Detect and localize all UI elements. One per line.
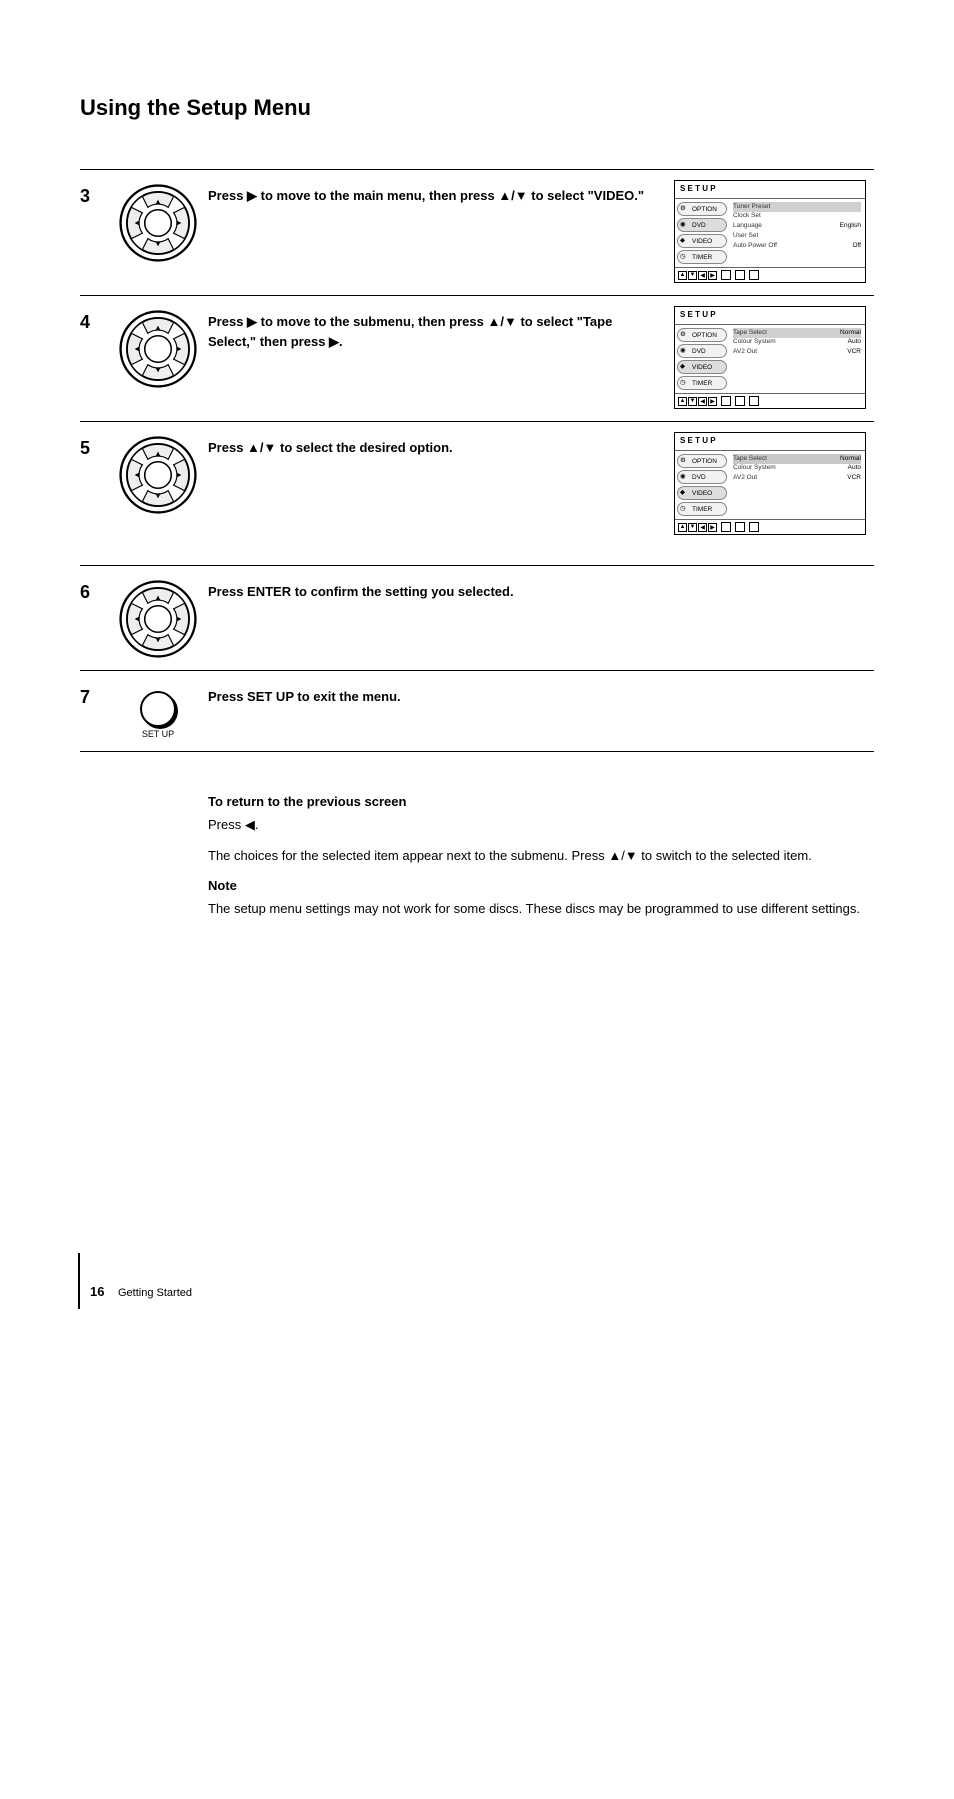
return-previous-title: To return to the previous screen — [208, 792, 864, 813]
clock-icon: ◷ — [680, 252, 690, 262]
gear-icon: ⚙ — [680, 330, 690, 340]
updown-arrow-icon: ▲/▼ — [247, 440, 276, 455]
osd-submenu: Tape SelectNormal Colour SystemAuto AV2 … — [729, 325, 865, 393]
disc-icon: ◉ — [680, 346, 690, 356]
choices-body: The choices for the selected item appear… — [208, 846, 864, 867]
updown-arrow-icon: ▲/▼ — [498, 188, 527, 203]
step-number: 4 — [80, 306, 108, 333]
step-3: 3 Press ▶ to move — [80, 170, 874, 295]
disc-icon: ◉ — [680, 472, 690, 482]
osd-footer: ▲ ▼ ◀ ▶ — [675, 393, 865, 408]
osd-submenu: Tape SelectNormal Colour SystemAuto AV2 … — [729, 451, 865, 519]
osd-tabs: ⚙OPTION ◉DVD ◆VIDEO ◷TIMER — [675, 325, 729, 393]
osd-footer: ▲ ▼ ◀ ▶ — [675, 519, 865, 534]
osd-tabs: ⚙OPTION ◉DVD ◆VIDEO ◷TIMER — [675, 451, 729, 519]
right-arrow-icon: ▶ — [247, 188, 257, 203]
step-number: 5 — [80, 432, 108, 459]
return-previous-body: Press ◀. — [208, 815, 864, 836]
osd-tabs: ⚙OPTION ◉DVD ◆VIDEO ◷TIMER — [675, 199, 729, 267]
osd-screenshot: S E T U P ⚙OPTION ◉DVD ◆VIDEO ◷TIMER Tun… — [674, 180, 866, 283]
tape-icon: ◆ — [680, 362, 690, 372]
left-arrow-icon: ◀ — [245, 817, 255, 832]
tape-icon: ◆ — [680, 236, 690, 246]
step-number: 6 — [80, 576, 108, 603]
page-margin-bar — [78, 1253, 80, 1309]
osd-title: S E T U P — [675, 433, 865, 451]
remote-dpad-icon — [108, 180, 208, 262]
tips-section: To return to the previous screen Press ◀… — [80, 792, 874, 920]
step-4: 4 Press ▶ to move — [80, 296, 874, 421]
osd-footer: ▲ ▼ ◀ ▶ — [675, 267, 865, 282]
step-6: 6 Press ENTER to confirm t — [80, 566, 874, 670]
note-body: The setup menu settings may not work for… — [208, 899, 864, 920]
remote-dpad-icon — [108, 432, 208, 514]
step-number: 7 — [80, 681, 108, 708]
clock-icon: ◷ — [680, 378, 690, 388]
osd-screenshot: S E T U P ⚙OPTION ◉DVD ◆VIDEO ◷TIMER Tap… — [674, 306, 866, 409]
step-text: Press ▶ to move to the main menu, then p… — [208, 180, 674, 206]
tape-icon: ◆ — [680, 488, 690, 498]
step-5: 5 Press ▲/▼ to se — [80, 422, 874, 547]
step-7: 7 SET UP Press SET UP to exit the menu. — [80, 671, 874, 751]
setup-button-label: SET UP — [142, 729, 174, 739]
page-title: Using the Setup Menu — [80, 95, 874, 121]
right-arrow-icon: ▶ — [329, 334, 339, 349]
osd-screenshot: S E T U P ⚙OPTION ◉DVD ◆VIDEO ◷TIMER Tap… — [674, 432, 866, 535]
right-arrow-icon: ▶ — [247, 314, 257, 329]
disc-icon: ◉ — [680, 220, 690, 230]
updown-arrow-icon: ▲/▼ — [608, 848, 637, 863]
page-number: 16 — [90, 1284, 104, 1299]
step-text: Press SET UP to exit the menu. — [208, 681, 674, 707]
step-number: 3 — [80, 180, 108, 207]
step-text: Press ▲/▼ to select the desired option. — [208, 432, 674, 458]
clock-icon: ◷ — [680, 504, 690, 514]
note-title: Note — [208, 876, 864, 897]
updown-arrow-icon: ▲/▼ — [487, 314, 516, 329]
remote-dpad-icon — [108, 576, 208, 658]
page-section: Getting Started — [118, 1287, 192, 1299]
remote-dpad-icon — [108, 306, 208, 388]
gear-icon: ⚙ — [680, 204, 690, 214]
osd-title: S E T U P — [675, 181, 865, 199]
setup-button-icon: SET UP — [108, 681, 208, 739]
osd-submenu: Tuner Preset Clock Set LanguageEnglish U… — [729, 199, 865, 267]
step-text: Press ENTER to confirm the setting you s… — [208, 576, 674, 602]
step-text: Press ▶ to move to the submenu, then pre… — [208, 306, 674, 352]
gear-icon: ⚙ — [680, 456, 690, 466]
osd-title: S E T U P — [675, 307, 865, 325]
